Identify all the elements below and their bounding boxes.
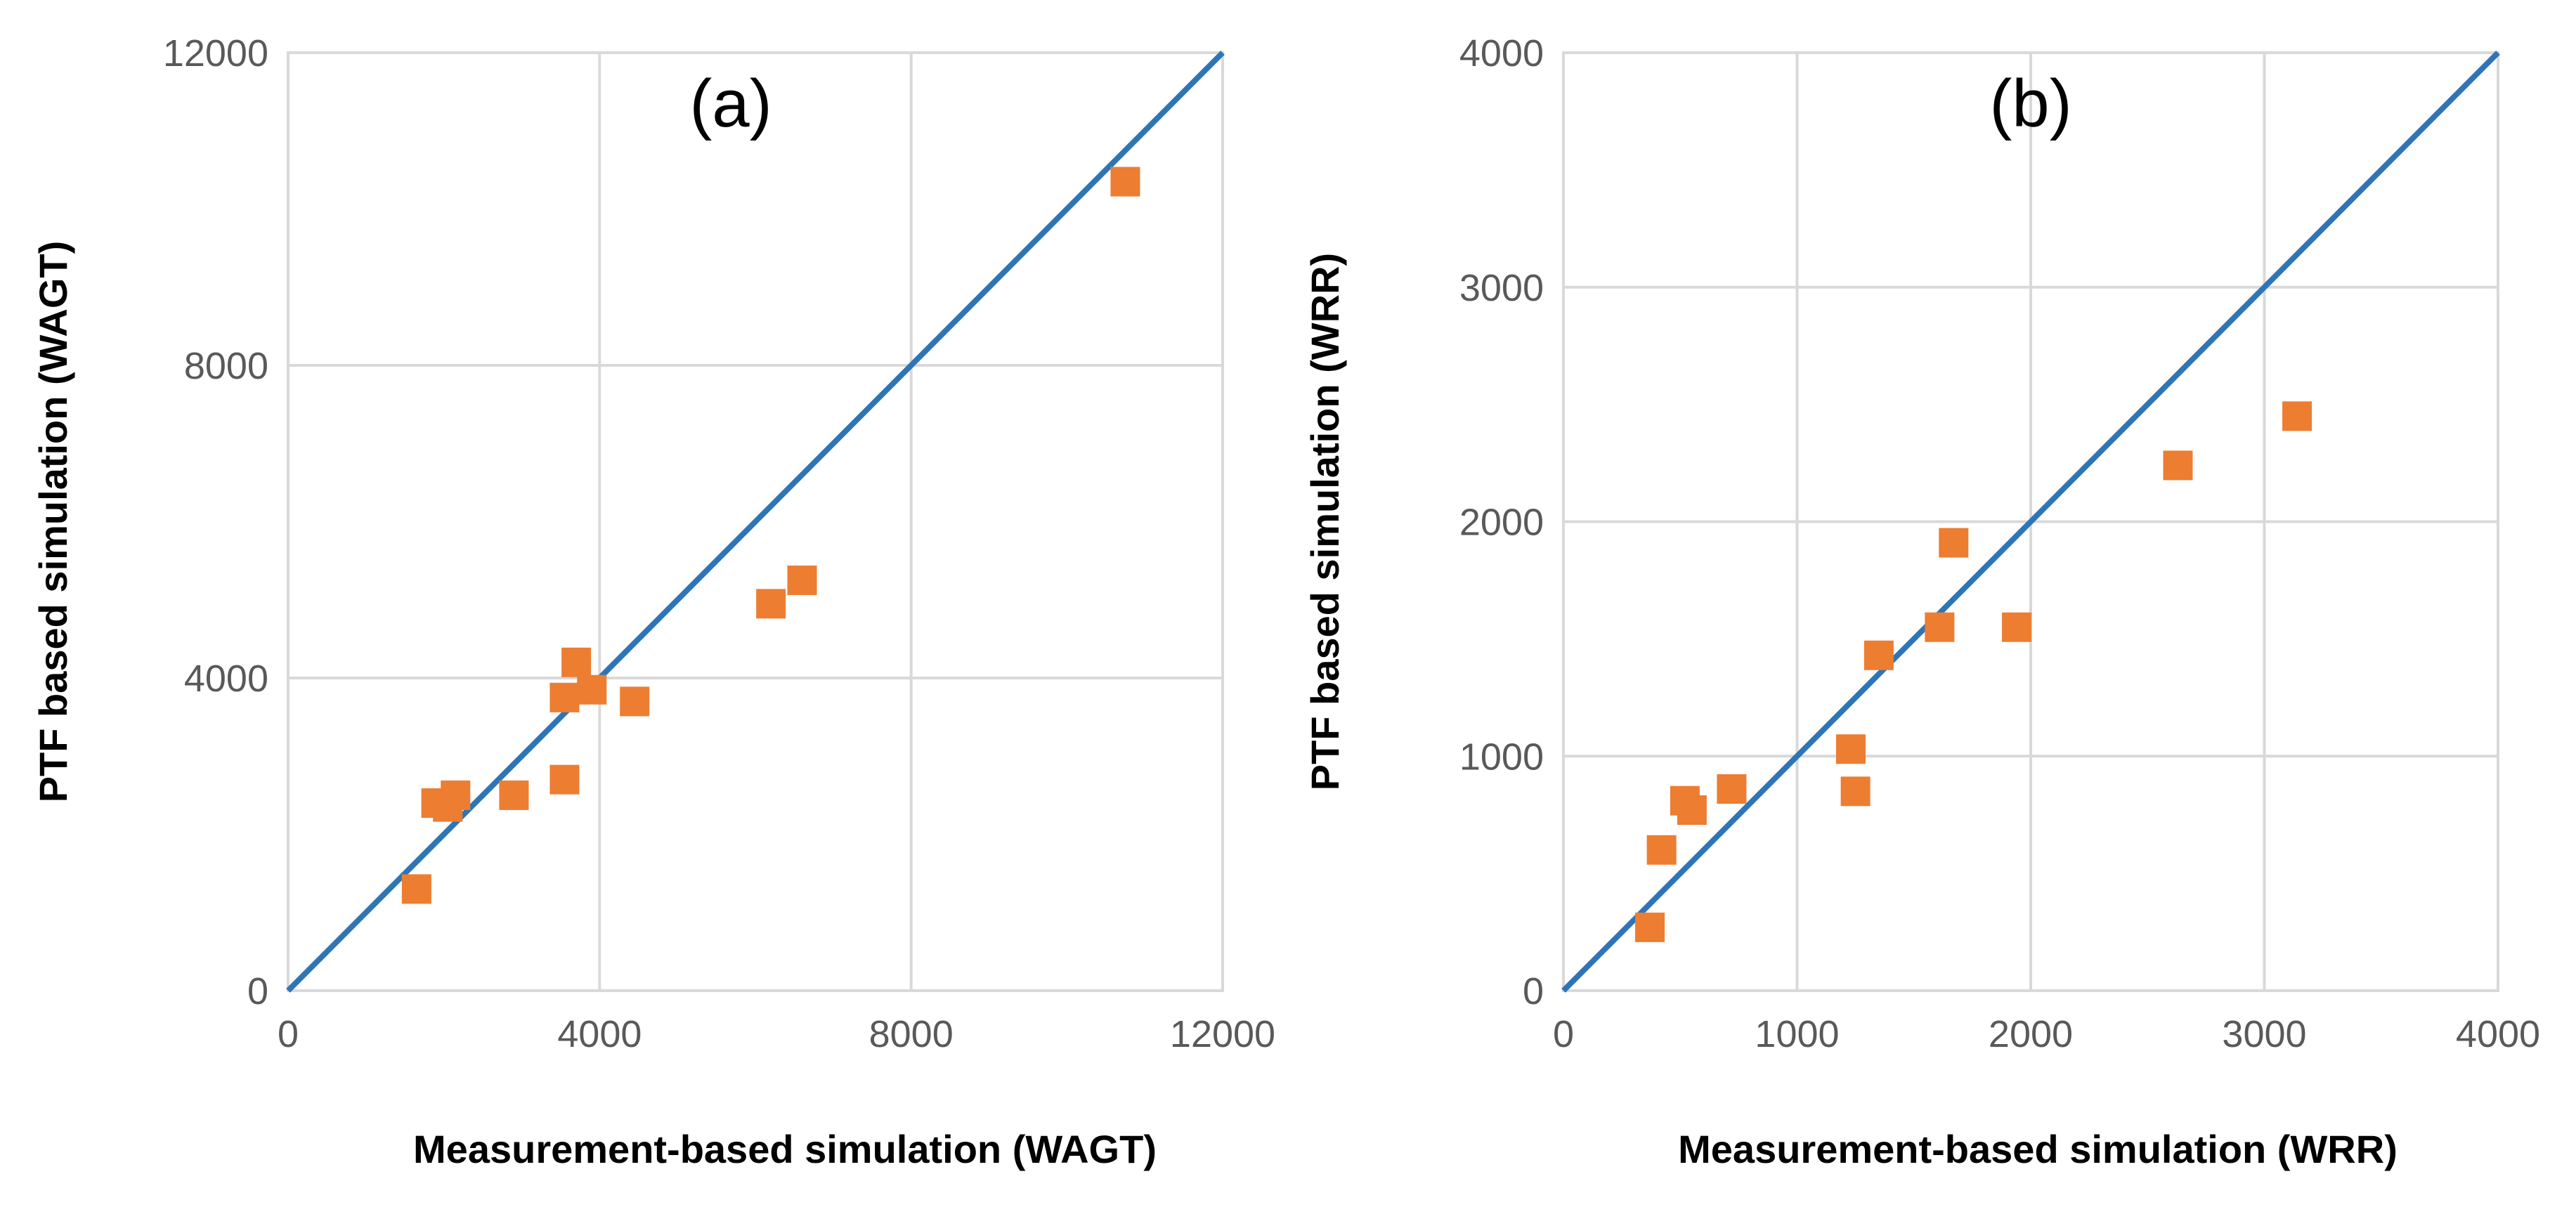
y-tick-label: 3000	[1459, 267, 1544, 309]
data-point	[577, 674, 607, 705]
data-point	[1110, 167, 1140, 197]
data-point	[787, 565, 817, 595]
reference-line-1to1	[1561, 51, 2500, 993]
y-tick-label: 4000	[1459, 32, 1544, 74]
panel-label-a: (a)	[689, 66, 772, 141]
x-tick-label: 2000	[1989, 1013, 2073, 1055]
x-axis-title: Measurement-based simulation (WRR)	[1678, 1127, 2398, 1171]
y-axis-title: PTF based simulation (WRR)	[1303, 253, 1347, 790]
chart-panel-b: 0 1000 2000 3000 4000 0 1000 2000 3000 4000 (b) Mea…	[1303, 32, 2540, 1171]
data-point	[1925, 612, 1955, 642]
data-point	[561, 647, 592, 677]
y-tick-label: 0	[1523, 970, 1544, 1012]
data-point	[1939, 528, 1969, 558]
x-tick-label: 8000	[869, 1013, 954, 1055]
x-tick-label: 0	[278, 1013, 299, 1055]
data-point	[1863, 640, 1894, 670]
x-tick-label: 12000	[1170, 1013, 1275, 1055]
x-tick-label: 4000	[2456, 1013, 2540, 1055]
y-tick-label: 8000	[184, 345, 268, 387]
x-tick-label: 4000	[557, 1013, 642, 1055]
data-point	[499, 780, 529, 810]
y-tick-label: 2000	[1459, 502, 1544, 544]
y-tick-label: 1000	[1459, 736, 1544, 778]
data-point	[441, 780, 471, 810]
data-point	[1840, 776, 1871, 807]
data-point	[1677, 795, 1707, 826]
data-point	[1646, 835, 1677, 865]
panel-label-b: (b)	[1989, 66, 2071, 141]
data-point	[1835, 734, 1866, 764]
data-point	[620, 686, 650, 717]
data-point	[1635, 912, 1665, 942]
reference-line-1to1	[286, 51, 1225, 993]
y-tick-label: 0	[247, 970, 268, 1012]
data-point	[549, 764, 580, 795]
data-point	[756, 589, 786, 619]
data-point	[401, 874, 431, 904]
y-tick-label: 4000	[184, 658, 268, 700]
data-point	[2163, 450, 2193, 481]
plot-area-frame	[287, 51, 1224, 992]
chart-panel-a: 0 4000 8000 12000 0 4000 8000 12000 (a) Measureme…	[31, 32, 1275, 1171]
x-tick-label: 1000	[1755, 1013, 1839, 1055]
plot-area-frame	[1562, 51, 2499, 992]
data-point	[2002, 612, 2032, 642]
data-point	[1717, 774, 1747, 804]
x-tick-label: 3000	[2222, 1013, 2306, 1055]
x-tick-label: 0	[1553, 1013, 1574, 1055]
data-point	[549, 682, 580, 712]
y-axis-title: PTF based simulation (WAGT)	[31, 241, 75, 803]
data-point	[2282, 401, 2312, 431]
x-axis-title: Measurement-based simulation (WAGT)	[413, 1127, 1157, 1171]
y-tick-label: 12000	[163, 32, 268, 74]
